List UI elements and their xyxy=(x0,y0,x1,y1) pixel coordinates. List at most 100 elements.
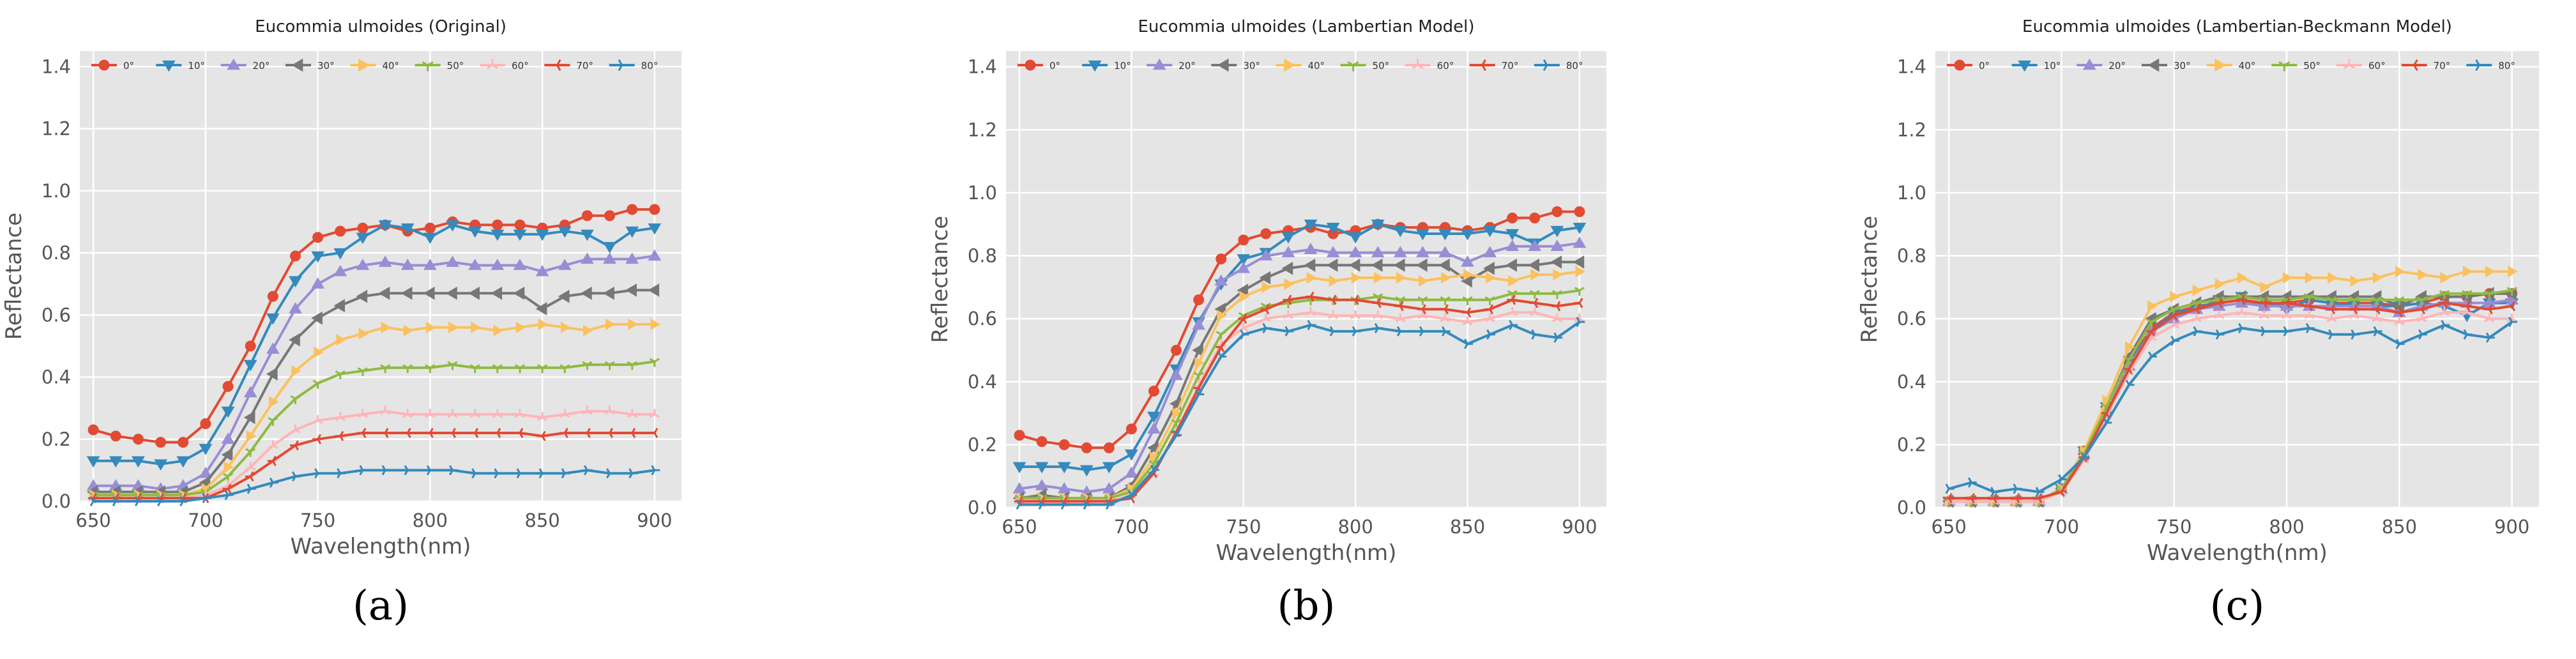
marker-stroke xyxy=(2416,296,2423,301)
marker-stroke xyxy=(134,501,139,507)
data-point xyxy=(1438,258,1450,272)
data-point xyxy=(537,412,548,421)
marker-stroke xyxy=(381,469,386,476)
marker-stroke xyxy=(1220,331,1226,336)
data-point xyxy=(1172,407,1182,420)
marker-stroke xyxy=(359,469,364,476)
data-point xyxy=(333,248,347,260)
marker-stroke xyxy=(1175,419,1182,424)
data-point xyxy=(648,283,660,297)
marker-stroke xyxy=(1462,321,1468,326)
marker-stroke xyxy=(2353,304,2358,310)
data-point xyxy=(2394,296,2405,305)
data-point xyxy=(1350,294,1359,305)
series-80° xyxy=(1016,317,1585,510)
data-point xyxy=(1574,287,1585,296)
x-tick-label: 750 xyxy=(1226,516,1261,538)
marker-stroke xyxy=(179,501,184,507)
data-point xyxy=(356,289,368,303)
data-point xyxy=(1038,499,1048,510)
data-point xyxy=(335,430,344,441)
marker-stroke xyxy=(1127,494,1132,501)
data-point xyxy=(535,264,549,276)
data-point xyxy=(538,468,548,479)
data-point xyxy=(1058,439,1070,450)
data-point xyxy=(403,324,414,337)
marker-stroke xyxy=(1193,372,1200,377)
marker-stroke xyxy=(1417,64,1424,70)
marker-stroke xyxy=(2485,337,2490,343)
data-point xyxy=(1419,275,1429,287)
data-point xyxy=(2238,322,2247,333)
marker-stroke xyxy=(2236,293,2243,298)
legend-item: 0° xyxy=(1017,59,1060,72)
data-point xyxy=(1240,329,1249,340)
marker-stroke xyxy=(227,483,232,490)
marker-stroke xyxy=(2328,334,2333,340)
y-tick-label: 0.0 xyxy=(1897,497,1926,519)
marker-stroke xyxy=(2259,314,2265,319)
marker-stroke xyxy=(2326,296,2333,301)
marker-stroke xyxy=(2418,334,2423,340)
marker-stroke xyxy=(1373,293,1378,298)
data-point xyxy=(378,286,390,300)
marker-stroke xyxy=(2191,299,2197,304)
marker-stroke xyxy=(448,465,453,471)
marker-stroke xyxy=(1265,308,1270,315)
marker-stroke xyxy=(2439,290,2445,294)
data-point xyxy=(1415,258,1428,272)
data-point xyxy=(268,440,278,449)
marker-stroke xyxy=(317,379,323,384)
data-point xyxy=(1990,487,2000,497)
legend-marker xyxy=(1347,61,1359,72)
marker-stroke xyxy=(2466,311,2473,316)
marker-stroke xyxy=(2413,64,2418,72)
marker-stroke xyxy=(1551,290,1558,294)
data-point xyxy=(558,259,572,270)
marker-stroke xyxy=(2015,493,2020,499)
marker-stroke xyxy=(2278,61,2285,66)
marker-stroke xyxy=(2416,317,2423,322)
data-point xyxy=(1529,298,1539,308)
data-point xyxy=(112,496,121,507)
data-point xyxy=(469,364,480,374)
marker-stroke xyxy=(2465,301,2471,307)
data-point xyxy=(425,409,436,418)
marker-stroke xyxy=(1486,329,1491,335)
series-10° xyxy=(1012,219,1587,477)
marker-stroke xyxy=(2308,293,2315,298)
marker-stroke xyxy=(2196,299,2202,304)
marker-stroke xyxy=(179,496,184,502)
y-axis-label: Reflectance xyxy=(1,213,27,340)
marker-stroke xyxy=(2013,488,2018,494)
data-point xyxy=(1284,326,1294,337)
data-point xyxy=(224,461,234,473)
marker-stroke xyxy=(514,364,521,369)
legend-item: 70° xyxy=(544,59,593,72)
legend-marker xyxy=(1543,59,1553,72)
marker-stroke xyxy=(2038,497,2043,504)
data-point xyxy=(2167,312,2181,324)
marker-stroke xyxy=(2304,314,2310,319)
marker-stroke xyxy=(2488,317,2495,322)
data-point xyxy=(2485,266,2496,278)
data-point xyxy=(447,409,458,418)
marker-stroke xyxy=(2151,326,2156,332)
marker-stroke xyxy=(2328,329,2333,335)
x-tick-label: 700 xyxy=(1114,516,1149,538)
y-tick-label: 1.4 xyxy=(968,56,997,78)
marker-stroke xyxy=(2398,312,2403,318)
data-point xyxy=(336,334,346,346)
marker-stroke xyxy=(609,428,614,434)
data-point xyxy=(1484,304,1494,315)
marker-stroke xyxy=(1551,317,1558,322)
marker-stroke xyxy=(2373,331,2378,337)
marker-stroke xyxy=(2462,290,2467,294)
legend-label: 10° xyxy=(2044,60,2061,72)
marker-stroke xyxy=(2343,64,2350,70)
marker-stroke xyxy=(1260,302,1267,307)
series-line xyxy=(1948,321,2513,494)
data-point xyxy=(1125,423,1137,435)
